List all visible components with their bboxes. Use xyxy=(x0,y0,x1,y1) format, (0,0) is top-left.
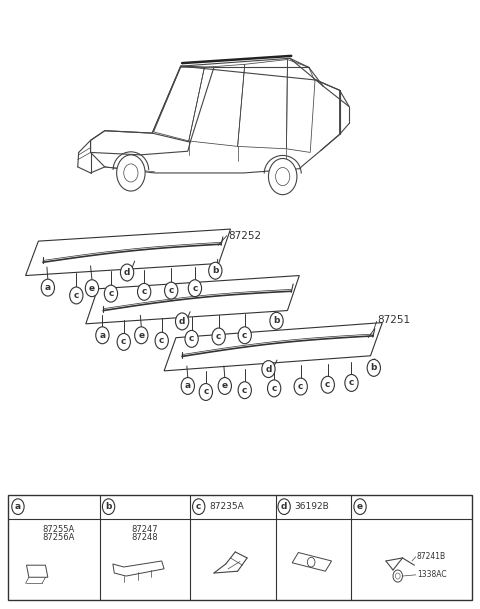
Text: 87247: 87247 xyxy=(132,525,158,534)
Text: 87235A: 87235A xyxy=(209,502,244,511)
Circle shape xyxy=(238,382,252,399)
Text: d: d xyxy=(124,268,130,277)
Text: c: c xyxy=(192,284,198,293)
Text: a: a xyxy=(99,331,106,340)
Circle shape xyxy=(120,264,134,281)
Text: 87241B: 87241B xyxy=(417,552,446,561)
Text: a: a xyxy=(185,381,191,390)
Text: c: c xyxy=(242,331,247,340)
Circle shape xyxy=(12,499,24,515)
Text: c: c xyxy=(159,336,165,345)
Text: c: c xyxy=(203,387,208,396)
Circle shape xyxy=(345,375,358,392)
Circle shape xyxy=(321,376,335,393)
Text: c: c xyxy=(196,502,202,511)
Circle shape xyxy=(135,327,148,343)
Text: c: c xyxy=(216,332,221,341)
Circle shape xyxy=(41,279,55,296)
Circle shape xyxy=(70,287,83,304)
Circle shape xyxy=(192,499,205,515)
Text: b: b xyxy=(212,266,218,275)
Text: c: c xyxy=(142,287,147,297)
Text: 87251: 87251 xyxy=(378,315,411,325)
Circle shape xyxy=(199,384,213,401)
Circle shape xyxy=(262,361,275,378)
Text: c: c xyxy=(298,382,303,391)
Circle shape xyxy=(181,378,194,395)
Circle shape xyxy=(294,378,307,395)
Circle shape xyxy=(185,331,198,347)
Text: 87248: 87248 xyxy=(132,533,158,542)
Circle shape xyxy=(85,280,98,297)
Text: c: c xyxy=(73,291,79,300)
Circle shape xyxy=(165,282,178,299)
Text: c: c xyxy=(168,286,174,295)
Text: b: b xyxy=(273,316,280,325)
Circle shape xyxy=(96,327,109,343)
Circle shape xyxy=(354,499,366,515)
Circle shape xyxy=(155,333,168,349)
Text: c: c xyxy=(121,337,126,347)
Circle shape xyxy=(104,285,118,302)
Text: c: c xyxy=(272,384,277,393)
Text: e: e xyxy=(357,502,363,511)
Circle shape xyxy=(278,499,290,515)
Text: d: d xyxy=(265,365,272,373)
Circle shape xyxy=(212,328,225,345)
Text: 36192B: 36192B xyxy=(295,502,329,511)
Bar xyxy=(8,495,472,600)
Circle shape xyxy=(117,155,145,191)
Text: d: d xyxy=(281,502,288,511)
Circle shape xyxy=(117,334,131,350)
Text: c: c xyxy=(242,385,247,395)
Text: 87252: 87252 xyxy=(228,231,261,241)
Text: e: e xyxy=(89,284,95,293)
Text: e: e xyxy=(222,381,228,390)
Text: b: b xyxy=(371,364,377,372)
Text: a: a xyxy=(15,502,21,511)
Circle shape xyxy=(102,499,115,515)
Circle shape xyxy=(176,313,189,330)
Circle shape xyxy=(270,312,283,329)
Text: b: b xyxy=(106,502,112,511)
Text: c: c xyxy=(108,289,114,298)
Text: c: c xyxy=(189,334,194,343)
Text: 87255A: 87255A xyxy=(42,525,75,534)
Text: c: c xyxy=(325,380,330,389)
Circle shape xyxy=(367,359,381,376)
Circle shape xyxy=(209,262,222,279)
Circle shape xyxy=(267,380,281,397)
Circle shape xyxy=(218,378,231,395)
Text: c: c xyxy=(349,378,354,387)
Text: d: d xyxy=(179,317,185,326)
Circle shape xyxy=(238,327,252,343)
Text: e: e xyxy=(138,331,144,340)
Circle shape xyxy=(268,158,297,195)
Circle shape xyxy=(137,283,151,300)
Circle shape xyxy=(188,280,202,297)
Text: 87256A: 87256A xyxy=(42,533,75,542)
Text: 1338AC: 1338AC xyxy=(417,571,446,579)
Text: a: a xyxy=(45,283,51,292)
